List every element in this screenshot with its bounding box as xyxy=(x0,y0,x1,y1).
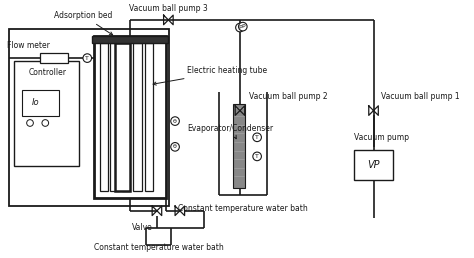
Bar xyxy=(122,43,130,191)
Bar xyxy=(14,61,79,166)
Text: Adsorption bed: Adsorption bed xyxy=(54,11,113,35)
Circle shape xyxy=(83,54,91,62)
Bar xyxy=(92,36,168,43)
Circle shape xyxy=(238,22,247,31)
Text: Electric heating tube: Electric heating tube xyxy=(153,66,268,85)
Text: Vacuum ball pump 1: Vacuum ball pump 1 xyxy=(381,92,460,101)
Bar xyxy=(115,43,130,191)
Text: P: P xyxy=(238,25,242,30)
Text: VP: VP xyxy=(367,160,380,170)
Text: Evaporator/Condenser: Evaporator/Condenser xyxy=(187,124,273,139)
Bar xyxy=(145,43,153,191)
Text: θ: θ xyxy=(173,144,177,149)
Text: Valve: Valve xyxy=(132,223,153,232)
Circle shape xyxy=(236,23,244,32)
Circle shape xyxy=(171,143,179,151)
Text: T: T xyxy=(255,154,259,159)
Text: Io: Io xyxy=(32,99,39,107)
Text: θ: θ xyxy=(173,119,177,124)
Text: T: T xyxy=(85,56,89,61)
Text: Flow meter: Flow meter xyxy=(7,42,50,51)
Circle shape xyxy=(253,152,262,161)
Bar xyxy=(110,43,119,191)
Circle shape xyxy=(27,120,33,126)
Circle shape xyxy=(253,133,262,142)
Bar xyxy=(355,150,392,180)
Text: Constant temperature water bath: Constant temperature water bath xyxy=(94,243,224,252)
Text: T: T xyxy=(255,135,259,140)
Bar xyxy=(100,43,108,191)
Bar xyxy=(22,90,59,116)
Bar xyxy=(39,53,68,63)
Bar xyxy=(94,36,166,198)
Text: Constant temperature water bath: Constant temperature water bath xyxy=(178,204,308,213)
Circle shape xyxy=(171,117,179,125)
Text: Vacuum ball pump 3: Vacuum ball pump 3 xyxy=(129,4,208,13)
Circle shape xyxy=(42,120,49,126)
Bar xyxy=(133,43,142,191)
Text: Vacuum ball pump 2: Vacuum ball pump 2 xyxy=(249,92,328,101)
Bar xyxy=(9,29,169,206)
Bar xyxy=(233,104,245,188)
Text: Vacuum pump: Vacuum pump xyxy=(355,133,410,142)
Text: Controller: Controller xyxy=(28,68,66,77)
Text: P: P xyxy=(241,24,245,29)
